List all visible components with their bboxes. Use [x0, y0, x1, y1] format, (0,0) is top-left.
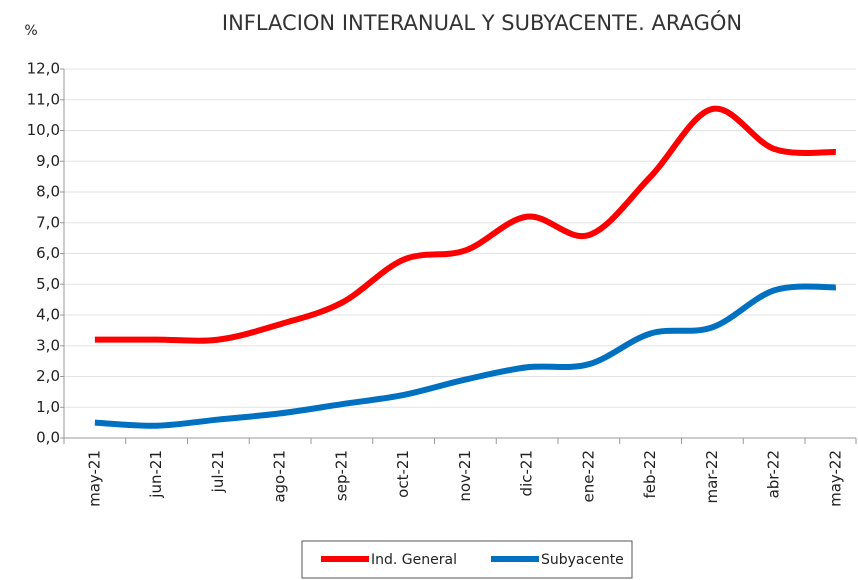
y-tick-label: 8,0 [36, 183, 60, 201]
y-tick-label: 12,0 [27, 60, 60, 78]
y-tick-label: 7,0 [36, 213, 60, 231]
chart-title: INFLACION INTERANUAL Y SUBYACENTE. ARAGÓ… [222, 10, 742, 35]
x-tick-label: jul-21 [209, 450, 227, 493]
y-tick-label: 6,0 [36, 244, 60, 262]
y-tick-label: 9,0 [36, 152, 60, 170]
y-tick-label: 11,0 [27, 90, 60, 108]
x-tick-label: mar-22 [703, 450, 721, 504]
x-tick-label: feb-22 [641, 450, 659, 499]
y-axis-label: % [24, 23, 37, 39]
y-tick-label: 5,0 [36, 275, 60, 293]
x-tick-label: jun-21 [147, 450, 165, 499]
x-tick-label: dic-21 [518, 450, 536, 496]
x-tick-label: oct-21 [394, 450, 412, 498]
legend-label: Subyacente [541, 552, 624, 568]
x-tick-label: nov-21 [456, 450, 474, 502]
x-tick-label: ago-21 [271, 450, 289, 503]
series-line [94, 105, 837, 344]
y-tick-label: 4,0 [36, 306, 60, 324]
x-tick-label: ene-22 [579, 450, 597, 502]
x-tick-label: may-22 [826, 450, 844, 507]
x-tick-label: abr-22 [765, 450, 783, 498]
y-tick-label: 10,0 [27, 121, 60, 139]
series-line [94, 283, 837, 429]
x-tick-label: sep-21 [332, 450, 350, 501]
y-tick-label: 1,0 [36, 398, 60, 416]
legend-label: Ind. General [371, 552, 457, 568]
y-tick-label: 2,0 [36, 367, 60, 385]
y-tick-label: 3,0 [36, 336, 60, 354]
y-tick-label: 0,0 [36, 429, 60, 447]
x-tick-label: may-21 [85, 450, 103, 507]
